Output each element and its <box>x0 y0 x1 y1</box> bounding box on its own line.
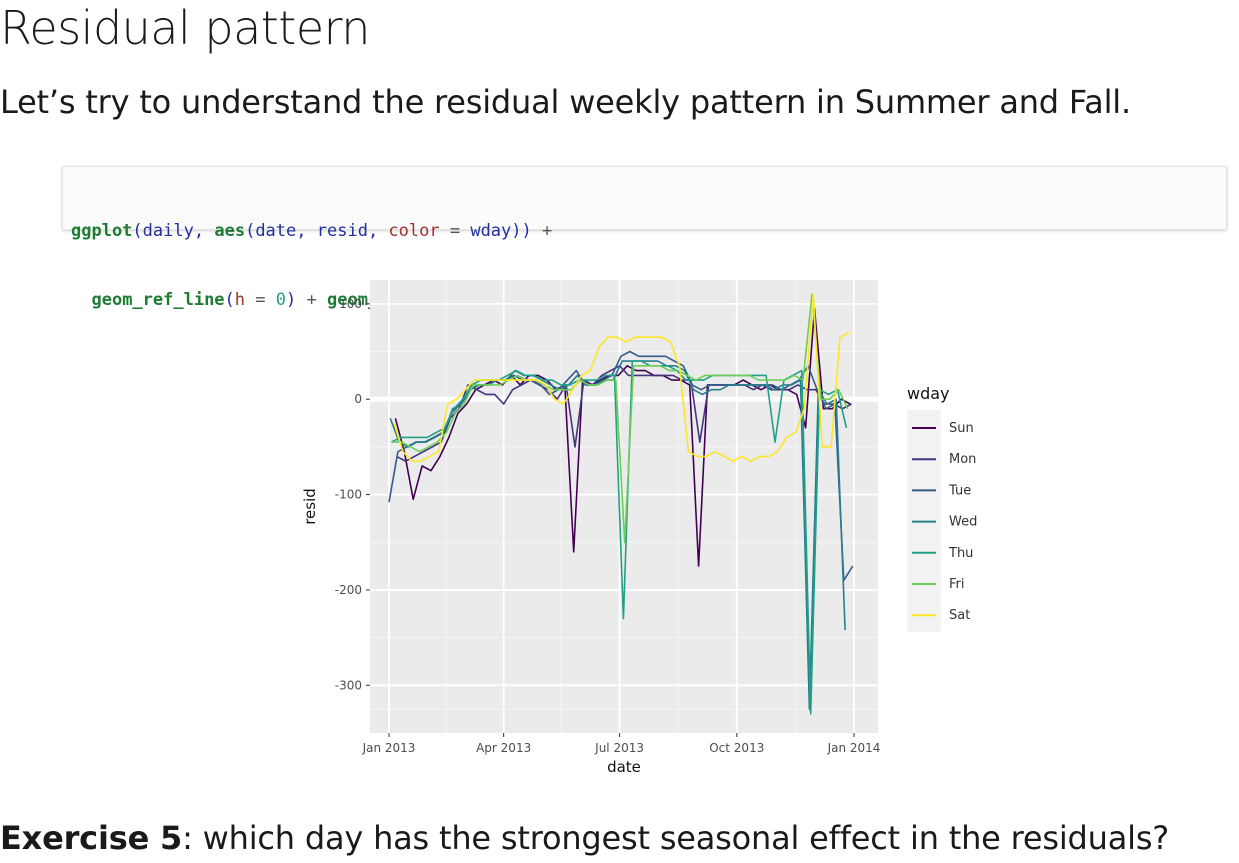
code-token: ( <box>224 290 235 310</box>
code-token: color <box>388 221 440 241</box>
code-token: aes <box>214 221 246 241</box>
y-tick-label: -200 <box>335 583 362 597</box>
code-token <box>71 290 91 310</box>
code-token: + <box>531 221 553 241</box>
x-tick-label: Oct 2013 <box>709 741 764 755</box>
x-tick-label: Jul 2013 <box>594 741 644 755</box>
code-block: ggplot(daily, aes(date, resid, color = w… <box>62 166 1227 310</box>
series-line-sun <box>394 307 851 567</box>
x-tick-label: Apr 2013 <box>476 741 531 755</box>
legend-label: Sun <box>949 421 974 436</box>
chart-svg: 100 0 -100 -200 -300 Jan 2013 Apr 2013 Jul 2013… <box>301 280 977 776</box>
exercise-question: : which day has the strongest seasonal e… <box>182 819 1170 857</box>
legend-label: Tue <box>948 483 971 498</box>
legend-title: wday <box>907 384 950 403</box>
exercise-label: Exercise 5 <box>0 819 183 857</box>
code-token: ( <box>245 221 256 241</box>
code-token: , <box>193 221 215 241</box>
y-tick-label: -100 <box>335 488 362 502</box>
code-token: 0 <box>275 290 287 310</box>
x-axis-title: date <box>607 758 641 776</box>
code-line-1: ggplot(daily, aes(date, resid, color = w… <box>71 220 1226 243</box>
code-token: daily <box>142 221 194 241</box>
series-line-fri <box>392 293 849 544</box>
code-token: = <box>439 221 471 241</box>
legend-label: Fri <box>949 577 965 592</box>
code-token: wday <box>470 221 512 241</box>
code-token: ggplot <box>71 221 133 241</box>
legend-label: Sat <box>949 608 970 623</box>
code-token: geom_ref_line <box>91 290 225 310</box>
slide-title: Residual pattern <box>0 1 370 55</box>
code-token: date <box>255 221 297 241</box>
y-axis-title: resid <box>301 488 319 525</box>
code-token: , <box>367 221 389 241</box>
series-line-thu <box>391 360 848 715</box>
code-token: + <box>296 290 327 310</box>
code-token: ) <box>286 290 297 310</box>
code-token: )) <box>511 221 532 241</box>
x-tick-label: Jan 2013 <box>362 741 416 755</box>
series-line-wed <box>389 360 846 710</box>
residual-chart: 100 0 -100 -200 -300 Jan 2013 Apr 2013 Jul 2013… <box>290 270 1010 790</box>
y-tick-label: 0 <box>354 392 362 406</box>
legend-label: Wed <box>949 515 977 530</box>
intro-text: Let’s try to understand the residual wee… <box>0 83 1131 121</box>
code-token: ( <box>132 221 143 241</box>
legend-label: Thu <box>948 546 973 561</box>
y-tick-label: 100 <box>339 297 362 311</box>
code-token: = <box>245 290 276 310</box>
exercise-text: Exercise 5: which day has the strongest … <box>0 816 1169 860</box>
code-token: resid <box>316 221 368 241</box>
x-tick-label: Jan 2014 <box>827 741 881 755</box>
legend-label: Mon <box>949 452 976 467</box>
code-token: h <box>234 290 246 310</box>
series-line-sat <box>393 293 850 462</box>
code-token: , <box>296 221 317 241</box>
y-tick-label: -300 <box>335 678 362 692</box>
